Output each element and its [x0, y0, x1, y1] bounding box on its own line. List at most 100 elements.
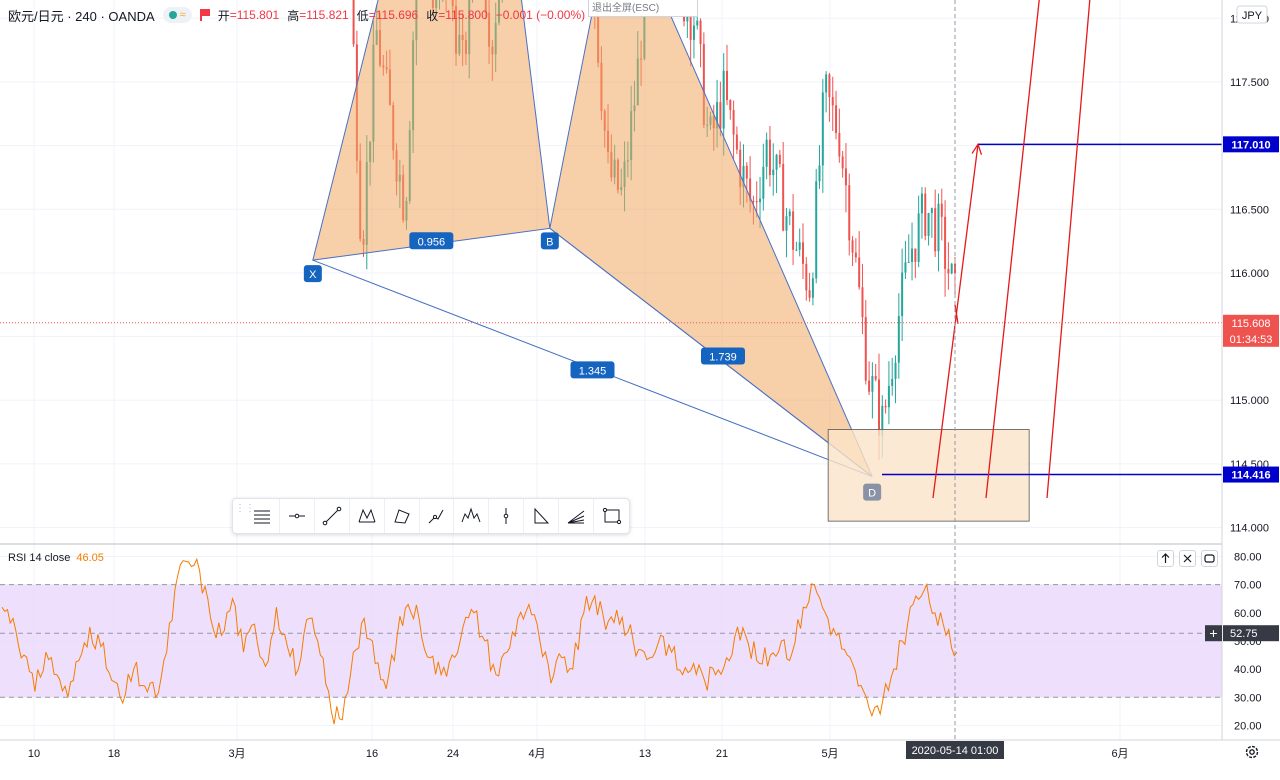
- high-label: 高: [287, 8, 300, 23]
- crosshair-date-label: 2020-05-14 01:00: [912, 745, 999, 757]
- d-zone-box: [827, 429, 1030, 522]
- candle-body: [848, 185, 851, 241]
- candle-body: [755, 201, 758, 203]
- move-up-button[interactable]: [1157, 550, 1174, 567]
- head-shoulders-tool-button[interactable]: [454, 499, 490, 533]
- fib-fan-tool-button[interactable]: [559, 499, 595, 533]
- symbol-title[interactable]: 欧元/日元 · 240 · OANDA: [8, 8, 155, 24]
- candle-body: [785, 216, 788, 231]
- horizontal-lines-tool-button[interactable]: [245, 499, 280, 533]
- xabcd-pattern-tool-button[interactable]: [350, 499, 385, 533]
- high-value: =115.821: [299, 8, 349, 22]
- price-tick-label: 116.500: [1230, 204, 1269, 216]
- candle-body: [874, 375, 877, 380]
- triangle-tool-button[interactable]: [524, 499, 560, 533]
- drag-handle-icon[interactable]: ⋮⋮: [235, 503, 255, 514]
- time-tick-label: 16: [366, 748, 378, 760]
- candle-body: [742, 165, 745, 187]
- candle-body: [811, 278, 814, 298]
- rectangle-icon: [602, 507, 621, 525]
- point-label-d: D: [868, 488, 876, 500]
- rsi-value: 46.05: [76, 552, 104, 564]
- candle-body: [821, 92, 824, 166]
- rsi-crosshair-label: 52.75: [1230, 628, 1258, 640]
- candle-body: [907, 261, 910, 263]
- rsi-tick-label: 40.00: [1234, 664, 1262, 676]
- horizontal-lines-icon: [253, 510, 270, 524]
- crosshair-plus-button: [1205, 625, 1222, 642]
- candle-body: [924, 193, 927, 236]
- low-value: =115.696: [368, 8, 419, 22]
- ratio-label: 1.345: [579, 365, 607, 377]
- path-tool-button[interactable]: [420, 499, 455, 533]
- rsi-pane: [0, 543, 1280, 725]
- rsi-crosshair-tag: [1223, 625, 1279, 642]
- abcd-pattern-icon: [393, 509, 410, 524]
- candle-body: [894, 362, 897, 379]
- target-arrow: [1046, 0, 1091, 499]
- candle-body: [841, 156, 844, 169]
- rsi-line: [1, 557, 958, 725]
- target-price-tag: [1223, 466, 1279, 483]
- trend-line-tool-button[interactable]: [315, 499, 350, 533]
- price-arrow: [954, 304, 959, 324]
- candle-body: [835, 105, 838, 134]
- rsi-label[interactable]: RSI 14 close: [8, 552, 71, 564]
- drawing-toolbar: ⋮⋮: [232, 498, 630, 534]
- price-tick-label: 117.500: [1230, 77, 1269, 89]
- candle-body: [732, 110, 735, 135]
- abcd-pattern-tool-button[interactable]: [385, 499, 420, 533]
- candle-body: [818, 165, 821, 182]
- open-label: 开: [217, 8, 230, 23]
- candle-body: [352, 0, 355, 45]
- vertical-line-tool-button[interactable]: [489, 499, 525, 533]
- target-price-label: 117.010: [1231, 139, 1270, 151]
- ratio-label: 1.739: [709, 351, 737, 363]
- candle-body: [762, 166, 765, 199]
- point-label-d-bg: [863, 483, 882, 501]
- candle-body: [772, 169, 775, 176]
- horizontal-line-icon: [288, 513, 305, 519]
- horizontal-line-tool-button[interactable]: [280, 499, 315, 533]
- candle-body: [696, 20, 699, 26]
- time-tick-label: 24: [447, 748, 459, 760]
- market-status-badge[interactable]: ≈: [162, 7, 192, 23]
- trend-line-icon: [322, 506, 342, 526]
- candle-body: [897, 316, 900, 363]
- time-tick-label: 10: [28, 748, 40, 760]
- candle-body: [831, 97, 834, 106]
- candle-body: [729, 99, 732, 111]
- candle-body: [828, 74, 831, 98]
- candle-body: [877, 379, 880, 436]
- settings-gear-icon[interactable]: [1243, 743, 1261, 761]
- candle-body: [904, 262, 907, 273]
- candle-body: [881, 405, 884, 436]
- candle-body: [891, 378, 894, 386]
- exit-fullscreen-button[interactable]: 退出全屏(ESC): [588, 0, 698, 17]
- candle-body: [920, 193, 923, 214]
- flag-icon[interactable]: [199, 9, 210, 21]
- close-pane-button[interactable]: [1179, 550, 1196, 567]
- rectangle-tool-button[interactable]: [594, 499, 629, 533]
- close-value: =115.800: [438, 8, 488, 22]
- target-price-label: 114.416: [1231, 470, 1270, 482]
- candle-body: [871, 375, 874, 392]
- candle-body: [778, 154, 781, 165]
- candle-body: [808, 290, 811, 298]
- maximize-pane-button[interactable]: [1201, 550, 1218, 567]
- candle-body: [749, 178, 752, 201]
- low-label: 低: [356, 8, 369, 23]
- maximize-icon: [1204, 554, 1215, 563]
- current-price-tag: [1223, 314, 1279, 347]
- price-tick-label: 115.000: [1230, 395, 1269, 407]
- candle-body: [927, 213, 930, 236]
- time-tick-label: 6月: [1111, 748, 1128, 760]
- rsi-tick-label: 30.00: [1234, 692, 1262, 704]
- candle-body: [702, 44, 705, 125]
- arrow-head: [971, 142, 983, 155]
- candle-body: [930, 208, 933, 214]
- current-price-label: 115.608: [1232, 318, 1271, 330]
- time-tick-label: 3月: [228, 748, 245, 760]
